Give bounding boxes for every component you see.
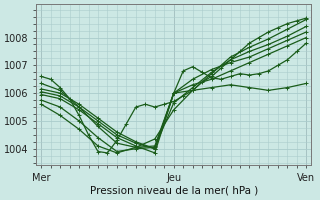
X-axis label: Pression niveau de la mer( hPa ): Pression niveau de la mer( hPa ) xyxy=(90,186,258,196)
